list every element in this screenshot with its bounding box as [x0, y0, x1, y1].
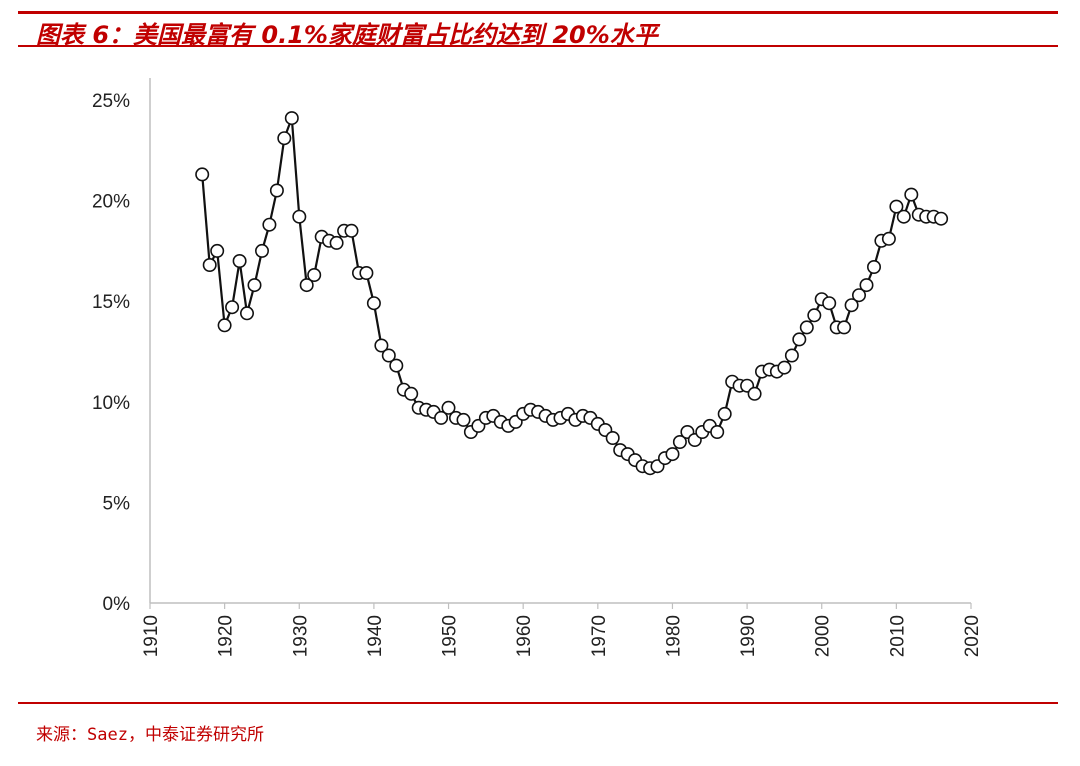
data-point [672, 434, 687, 449]
y-tick-label: 25% [92, 91, 130, 112]
data-point [359, 265, 374, 280]
y-tick-label: 10% [92, 393, 130, 414]
data-point [889, 199, 904, 214]
data-point [307, 267, 322, 282]
line-chart: 0% 5% 10% 15% 20% 25% 1910 1920 1930 1940 1950 196… [92, 78, 983, 657]
data-point [896, 209, 911, 224]
data-point [434, 410, 449, 425]
data-point [456, 412, 471, 427]
top-rule [18, 11, 1058, 14]
data-point [344, 223, 359, 238]
data-point [777, 360, 792, 375]
x-tick-label: 1980 [663, 615, 684, 657]
source-note: 来源：Saez，中泰证券研究所 [36, 725, 264, 745]
y-axis-ticks: 0% 5% 10% 15% 20% 25% [92, 91, 130, 615]
data-point [269, 183, 284, 198]
data-point [844, 298, 859, 313]
x-tick-label: 1970 [589, 615, 610, 657]
y-tick-label: 20% [92, 192, 130, 213]
title-rule [18, 45, 1058, 47]
x-tick-label: 1990 [738, 615, 759, 657]
data-point [195, 167, 210, 182]
data-point [262, 217, 277, 232]
data-point [747, 386, 762, 401]
x-tick-label: 2010 [887, 615, 908, 657]
data-point [217, 318, 232, 333]
chart-title: 图表 6：美国最富有 0.1%家庭财富占比约达到 20%水平 [36, 21, 658, 49]
x-tick-label: 1950 [440, 615, 461, 657]
data-point [799, 320, 814, 335]
x-tick-label: 2020 [962, 615, 983, 657]
data-point [822, 296, 837, 311]
x-axis-ticks: 1910 1920 1930 1940 1950 1960 1970 1980 1990 2000… [141, 603, 983, 657]
data-point [247, 278, 262, 293]
chart-axes [149, 78, 971, 604]
data-point [404, 386, 419, 401]
data-point [605, 430, 620, 445]
x-tick-label: 1930 [290, 615, 311, 657]
y-tick-label: 15% [92, 292, 130, 313]
data-series [195, 111, 949, 476]
data-point [240, 306, 255, 321]
data-point [255, 243, 270, 258]
data-point [232, 254, 247, 269]
y-tick-label: 0% [103, 594, 131, 615]
data-point [441, 400, 456, 415]
data-point [934, 211, 949, 226]
data-point [292, 209, 307, 224]
x-tick-label: 1960 [514, 615, 535, 657]
data-point [210, 243, 225, 258]
data-point [866, 259, 881, 274]
data-point [837, 320, 852, 335]
data-point [225, 300, 240, 315]
data-point [665, 447, 680, 462]
data-point [807, 308, 822, 323]
bottom-rule [18, 702, 1058, 704]
data-point [784, 348, 799, 363]
data-point [389, 358, 404, 373]
x-tick-label: 2000 [813, 615, 834, 657]
data-point [374, 338, 389, 353]
data-point [717, 406, 732, 421]
y-tick-label: 5% [103, 493, 131, 514]
data-point [792, 332, 807, 347]
data-point [859, 278, 874, 293]
x-tick-label: 1910 [141, 615, 162, 657]
x-tick-label: 1940 [365, 615, 386, 657]
data-point [284, 111, 299, 126]
x-tick-label: 1920 [216, 615, 237, 657]
data-point [366, 296, 381, 311]
data-point [904, 187, 919, 202]
data-point [277, 131, 292, 146]
data-point [381, 348, 396, 363]
data-point [299, 278, 314, 293]
data-point [881, 231, 896, 246]
data-point [202, 257, 217, 272]
data-point [710, 424, 725, 439]
data-point [851, 288, 866, 303]
data-point [329, 235, 344, 250]
